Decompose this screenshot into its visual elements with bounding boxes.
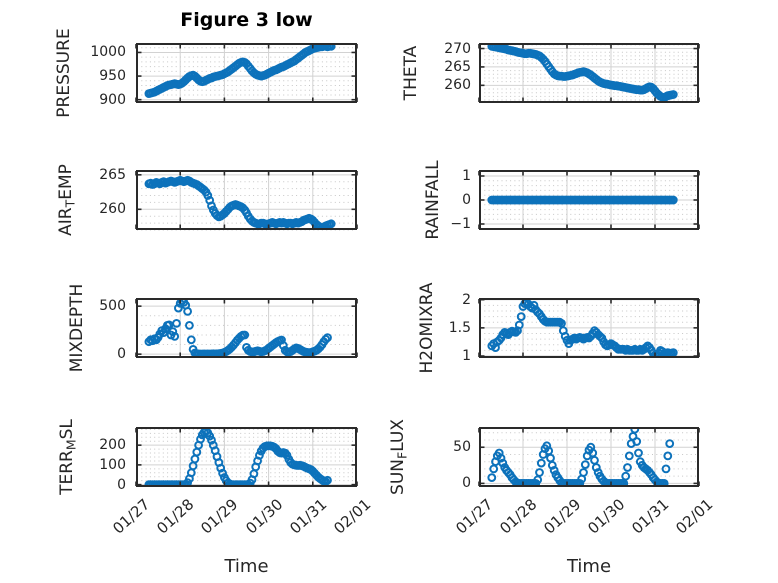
y-tick-label: 50 <box>453 439 471 456</box>
grid-major <box>480 44 698 102</box>
axis-ticks <box>478 428 700 486</box>
y-axis-label-terr-msl: TERRMSL <box>57 347 79 567</box>
grid-minor <box>137 428 356 482</box>
y-tick-label: 100 <box>99 456 126 473</box>
grid-major <box>137 44 356 102</box>
axes-box <box>479 43 699 103</box>
y-tick-label: 900 <box>99 91 126 108</box>
plot-area-h2omixra <box>478 298 700 358</box>
x-tick-label: 02/01 <box>330 495 375 538</box>
y-tick-label: 0 <box>462 475 471 492</box>
y-axis-label-part: F <box>394 451 410 459</box>
y-axis-label-part: SL <box>57 419 77 440</box>
plot-area-mixdepth <box>135 298 358 358</box>
data-markers <box>144 298 332 358</box>
plot-area-rainfall <box>478 170 700 230</box>
x-tick-label: 01/31 <box>285 495 331 538</box>
y-tick-label: 500 <box>99 298 126 315</box>
y-axis-label-part: EMP <box>56 164 76 200</box>
y-tick-label: 265 <box>444 58 471 75</box>
y-tick-label: 1 <box>462 348 471 365</box>
y-axis-label-part: SUN <box>388 458 408 495</box>
plot-area-sun-flux <box>478 427 700 487</box>
axis-ticks <box>135 299 358 357</box>
y-axis-label-theta: THETA <box>401 0 423 183</box>
y-tick-label: 260 <box>444 77 471 94</box>
y-tick-label: 270 <box>444 40 471 57</box>
axis-ticks <box>478 298 700 357</box>
y-tick-label: 2 <box>462 291 471 308</box>
y-axis-label-part: M <box>63 439 79 451</box>
axis-ticks <box>135 44 358 102</box>
data-markers <box>487 298 678 358</box>
y-axis-label-sun-flux: SUNFLUX <box>388 347 410 567</box>
y-axis-label-h2omixra: H2OMIXRA <box>417 218 439 438</box>
y-tick-label: −1 <box>450 216 471 232</box>
x-tick-label: 01/29 <box>540 495 585 538</box>
y-axis-label-part: THETA <box>401 45 421 101</box>
x-tick-label: 01/27 <box>109 495 154 538</box>
plot-area-air-temp <box>135 170 358 231</box>
y-axis-label-part: H2OMIXRA <box>417 282 437 374</box>
axes-box <box>136 170 357 230</box>
x-tick-label: 01/29 <box>197 495 242 538</box>
plot-area-theta <box>478 43 700 103</box>
x-tick-label: 01/30 <box>584 495 629 538</box>
y-tick-label: 260 <box>99 201 126 218</box>
y-tick-label: 200 <box>99 437 126 454</box>
y-tick-label: 0 <box>462 192 471 208</box>
figure-title: Figure 3 low <box>180 9 313 31</box>
y-tick-label: 1000 <box>90 44 126 61</box>
y-axis-label-part: TERR <box>57 450 77 495</box>
x-tick-label: 01/31 <box>628 495 673 538</box>
plot-area-pressure <box>135 43 358 103</box>
y-tick-label: 0 <box>117 346 126 363</box>
y-axis-label-part: LUX <box>388 419 408 452</box>
axes-box <box>479 427 699 487</box>
y-tick-label: 1.5 <box>448 319 471 336</box>
axis-ticks <box>478 171 700 229</box>
data-markers <box>144 175 336 230</box>
data-markers <box>487 195 678 205</box>
y-tick-label: 265 <box>99 166 126 183</box>
x-tick-label: 01/30 <box>241 495 286 538</box>
y-tick-label: 950 <box>99 68 126 85</box>
x-tick-label: 01/27 <box>452 495 497 538</box>
x-axis-label: Time <box>224 556 269 577</box>
axes-box <box>136 427 357 487</box>
y-tick-label: 1 <box>462 168 471 184</box>
axis-ticks <box>135 428 358 486</box>
x-tick-label: 02/01 <box>672 495 717 538</box>
y-tick-label: 0 <box>117 476 126 493</box>
axes-box <box>136 43 357 103</box>
x-tick-label: 01/28 <box>153 495 198 538</box>
axis-ticks <box>135 171 358 229</box>
x-axis-label: Time <box>566 556 612 577</box>
y-axis-label-part: T <box>62 199 78 208</box>
data-markers <box>487 427 675 487</box>
axes-box <box>136 298 357 358</box>
axis-ticks <box>478 44 700 102</box>
plot-area-terr-msl <box>135 427 358 487</box>
data-markers <box>144 43 336 98</box>
x-tick-label: 01/28 <box>496 495 541 538</box>
data-markers <box>144 427 332 487</box>
